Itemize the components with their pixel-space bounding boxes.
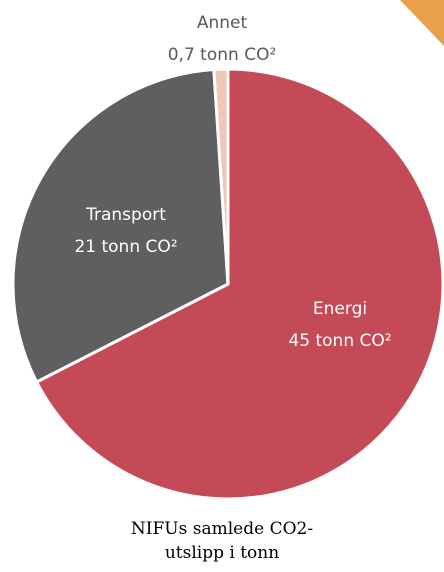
slice-label-annet: Annet (197, 13, 248, 33)
pie-slice-annet (212, 67, 230, 286)
slice-label-energi: Energi (313, 299, 367, 319)
pie-chart: Energi 45 tonn CO² Transport 21 tonn CO²… (11, 0, 444, 501)
slice-value-energi: 45 tonn CO² (288, 331, 391, 351)
slice-value-annet: 0,7 tonn CO² (168, 45, 277, 65)
corner-accent (400, 0, 444, 46)
caption-line-1: NIFUs samlede CO2- (130, 519, 314, 539)
pie-labels: Energi 45 tonn CO² Transport 21 tonn CO²… (74, 13, 391, 351)
caption-line-2: utslipp i tonn (164, 543, 280, 563)
slice-label-transport: Transport (85, 205, 166, 225)
pie-slices (11, 67, 444, 501)
chart-caption: NIFUs samlede CO2- utslipp i tonn (0, 517, 444, 565)
slice-value-transport: 21 tonn CO² (74, 237, 177, 257)
pie-slice-transport (11, 67, 230, 384)
pie-slice-energi (35, 67, 444, 501)
